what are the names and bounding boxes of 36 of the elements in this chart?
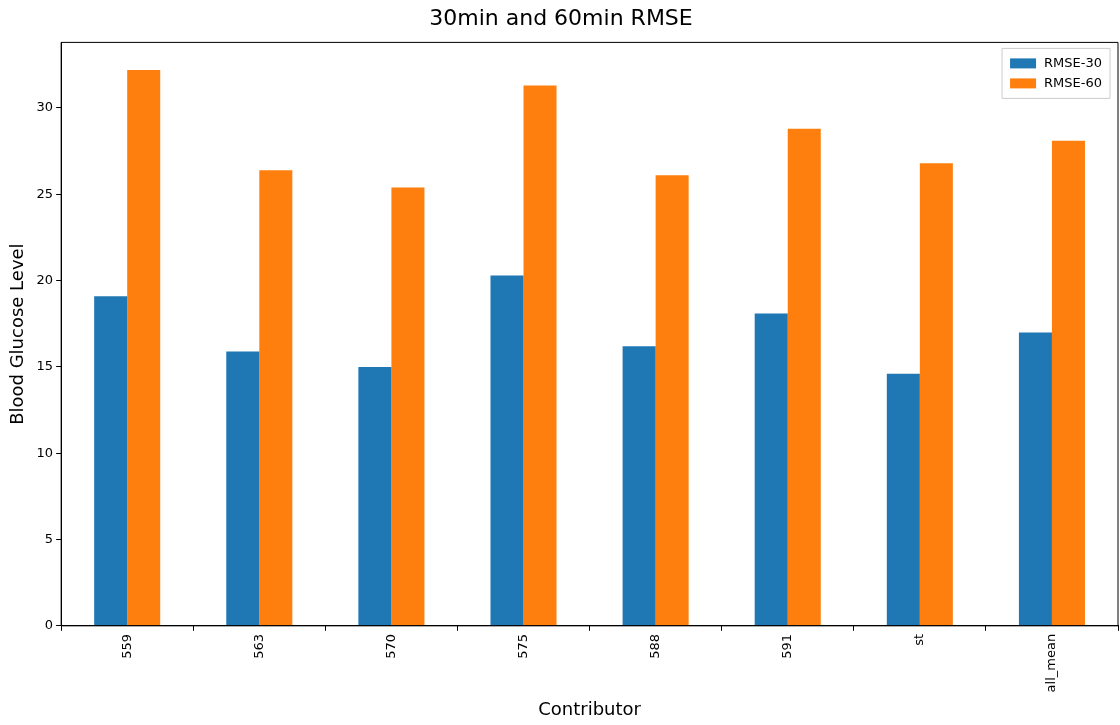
y-tick-label: 0 [44, 617, 54, 633]
bar [391, 187, 425, 626]
x-tick-label: all_mean [1043, 633, 1059, 693]
y-tick-label: 30 [36, 99, 54, 115]
y-axis-title: Blood Glucose Level [6, 243, 28, 425]
bar [787, 128, 821, 626]
bar [259, 170, 293, 626]
bar [127, 70, 161, 626]
bar [919, 163, 953, 626]
x-tick-label: 570 [382, 633, 398, 659]
y-tick-label: 15 [36, 358, 54, 374]
x-tick-label: 588 [647, 633, 662, 659]
legend-label: RMSE-60 [1044, 74, 1103, 90]
y-tick-label: 25 [36, 185, 54, 201]
bar [94, 296, 128, 626]
y-tick-label: 20 [36, 271, 54, 287]
y-tick-label: 5 [44, 530, 54, 546]
x-tick-label: 591 [779, 633, 795, 659]
x-axis-title: Contributor [538, 697, 642, 719]
bar [226, 351, 260, 626]
bar [358, 366, 392, 626]
bar [1051, 140, 1085, 626]
chart-title: 30min and 60min RMSE [429, 4, 693, 30]
bar [622, 346, 656, 626]
bar [754, 313, 788, 626]
bar [1018, 332, 1052, 626]
bar [523, 85, 557, 626]
y-tick-label: 10 [36, 444, 54, 460]
bar [886, 373, 920, 626]
bar [655, 175, 689, 626]
x-tick-label: 575 [514, 633, 530, 659]
x-tick-label: st [911, 633, 927, 646]
x-tick-label: 559 [118, 633, 134, 659]
x-tick-label: 563 [250, 633, 266, 659]
bar [490, 275, 524, 626]
legend-label: RMSE-30 [1044, 54, 1103, 70]
